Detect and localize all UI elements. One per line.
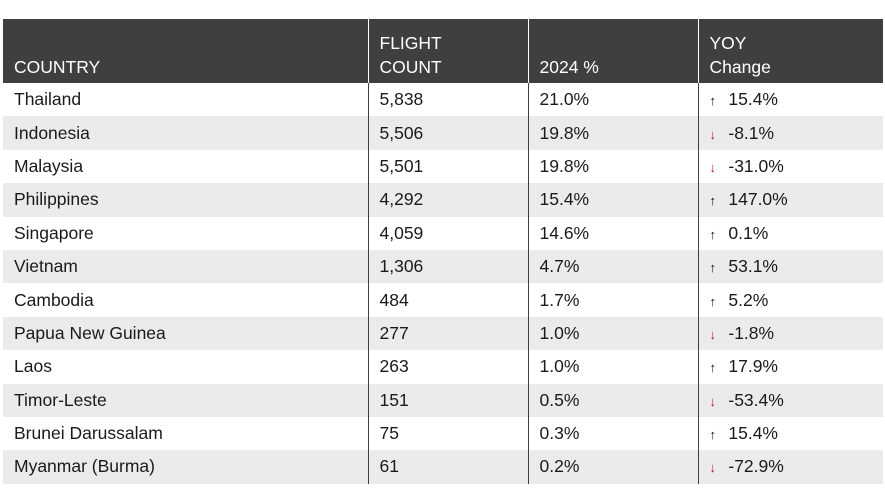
country-cell: Indonesia (3, 116, 368, 150)
yoy-value: -72.9% (728, 456, 784, 477)
up-arrow-icon: ↑ (709, 427, 717, 443)
header-flight-count-line-1: FLIGHT (379, 33, 442, 53)
header-country: COUNTRY (3, 19, 368, 83)
header-flight-count-line-2: COUNT (379, 57, 442, 77)
share-cell: 1.7% (527, 283, 698, 317)
table-row: Timor-Leste 151 0.5% ↓ -53.4% (3, 383, 883, 417)
table-row: Cambodia 484 1.7% ↑ 5.2% (3, 283, 883, 317)
flight-count-cell: 277 (367, 316, 528, 351)
up-arrow-icon: ↑ (709, 93, 717, 109)
country-cell: Singapore (14, 222, 94, 243)
country-cell: Malaysia (14, 155, 84, 176)
header-2024-percent: 2024 % (527, 19, 698, 83)
flight-count-cell: 5,838 (367, 83, 528, 117)
share-cell: 14.6% (527, 216, 698, 250)
table-row: Thailand 5,838 21.0% ↑ 15.4% (3, 83, 883, 117)
country-cell: Papua New Guinea (3, 316, 368, 351)
share-cell: 0.3% (527, 416, 698, 451)
header-yoy-change-line-2: Change (709, 57, 771, 77)
country-cell: Thailand (14, 89, 82, 110)
flight-count-cell: 263 (367, 350, 528, 384)
share-cell: 1.0% (527, 350, 698, 384)
table-row: Malaysia 5,501 19.8% ↓ -31.0% (3, 149, 883, 184)
header-flight-count: FLIGHT COUNT (367, 19, 528, 83)
table-body: Thailand 5,838 21.0% ↑ 15.4% Indonesia 5,506 1… (3, 83, 883, 484)
flight-count-cell: 5,501 (367, 149, 528, 184)
up-arrow-icon: ↑ (709, 293, 717, 309)
header-row: COUNTRY FLIGHT COUNT 2024 % YOY Change (3, 19, 883, 83)
flight-count-cell: 5,506 (367, 116, 528, 150)
up-arrow-icon: ↑ (709, 360, 717, 376)
country-cell: Vietnam (3, 249, 368, 284)
share-cell: 19.8% (527, 149, 698, 184)
header-yoy-change-line-1: YOY (709, 33, 747, 53)
share-cell: 4.7% (527, 249, 698, 284)
yoy-value: -31.0% (728, 155, 784, 176)
up-arrow-icon: ↑ (709, 193, 717, 209)
share-cell: 1.0% (527, 316, 698, 351)
yoy-value: 15.4% (728, 423, 778, 444)
yoy-value: 15.4% (728, 89, 778, 110)
yoy-change-cell: ↑ 17.9% (697, 350, 883, 384)
yoy-change-cell: ↑ 147.0% (697, 183, 883, 217)
table-row: Brunei Darussalam 75 0.3% ↑ 15.4% (3, 416, 883, 451)
country-cell: Laos (14, 356, 52, 377)
country-cell: Myanmar (Burma) (3, 450, 368, 484)
table-row: Vietnam 1,306 4.7% ↑ 53.1% (3, 249, 883, 284)
table-row: Laos 263 1.0% ↑ 17.9% (3, 350, 883, 384)
table-row: Myanmar (Burma) 61 0.2% ↓ -72.9% (3, 450, 883, 484)
down-arrow-icon: ↓ (709, 159, 717, 175)
yoy-value: -53.4% (728, 389, 784, 410)
yoy-change-cell: ↑ 53.1% (697, 249, 883, 284)
header-yoy-change: YOY Change (697, 19, 883, 83)
down-arrow-icon: ↓ (709, 326, 717, 342)
table-row: Singapore 4,059 14.6% ↑ 0.1% (3, 216, 883, 250)
yoy-change-cell: ↓ -8.1% (697, 116, 883, 150)
yoy-value: 147.0% (728, 189, 788, 210)
yoy-value: 53.1% (728, 256, 778, 277)
flight-count-cell: 4,059 (367, 216, 528, 250)
share-cell: 15.4% (527, 183, 698, 217)
share-cell: 0.5% (527, 383, 698, 417)
down-arrow-icon: ↓ (709, 393, 717, 409)
yoy-change-cell: ↑ 0.1% (697, 216, 883, 250)
yoy-value: 0.1% (728, 222, 769, 243)
flight-table-container: COUNTRY FLIGHT COUNT 2024 % YOY Change T… (3, 19, 883, 484)
flight-count-cell: 4,292 (367, 183, 528, 217)
country-cell: Timor-Leste (3, 383, 368, 417)
down-arrow-icon: ↓ (709, 126, 717, 142)
yoy-change-cell: ↓ -31.0% (697, 149, 883, 184)
yoy-change-cell: ↓ -72.9% (697, 450, 883, 484)
flight-table: COUNTRY FLIGHT COUNT 2024 % YOY Change T… (3, 19, 883, 484)
flight-count-cell: 61 (367, 450, 528, 484)
flight-count-cell: 151 (367, 383, 528, 417)
yoy-change-cell: ↑ 15.4% (697, 83, 883, 117)
yoy-change-cell: ↓ -1.8% (697, 316, 883, 351)
country-cell: Cambodia (14, 289, 94, 310)
header-country-line: COUNTRY (14, 57, 101, 77)
country-cell: Philippines (3, 183, 368, 217)
flight-count-cell: 484 (367, 283, 528, 317)
down-arrow-icon: ↓ (709, 460, 717, 476)
yoy-change-cell: ↓ -53.4% (697, 383, 883, 417)
yoy-value: 5.2% (728, 289, 769, 310)
yoy-change-cell: ↑ 15.4% (697, 416, 883, 451)
yoy-value: -1.8% (728, 322, 775, 343)
up-arrow-icon: ↑ (709, 260, 717, 276)
up-arrow-icon: ↑ (709, 226, 717, 242)
yoy-value: -8.1% (728, 122, 775, 143)
table-row: Papua New Guinea 277 1.0% ↓ -1.8% (3, 316, 883, 351)
country-cell: Brunei Darussalam (14, 423, 163, 444)
share-cell: 0.2% (527, 450, 698, 484)
share-cell: 19.8% (527, 116, 698, 150)
table-row: Philippines 4,292 15.4% ↑ 147.0% (3, 183, 883, 217)
flight-count-cell: 1,306 (367, 249, 528, 284)
header-2024-percent-line: 2024 % (539, 57, 599, 77)
share-cell: 21.0% (527, 83, 698, 117)
yoy-value: 17.9% (728, 356, 778, 377)
flight-count-cell: 75 (367, 416, 528, 451)
table-row: Indonesia 5,506 19.8% ↓ -8.1% (3, 116, 883, 150)
yoy-change-cell: ↑ 5.2% (697, 283, 883, 317)
